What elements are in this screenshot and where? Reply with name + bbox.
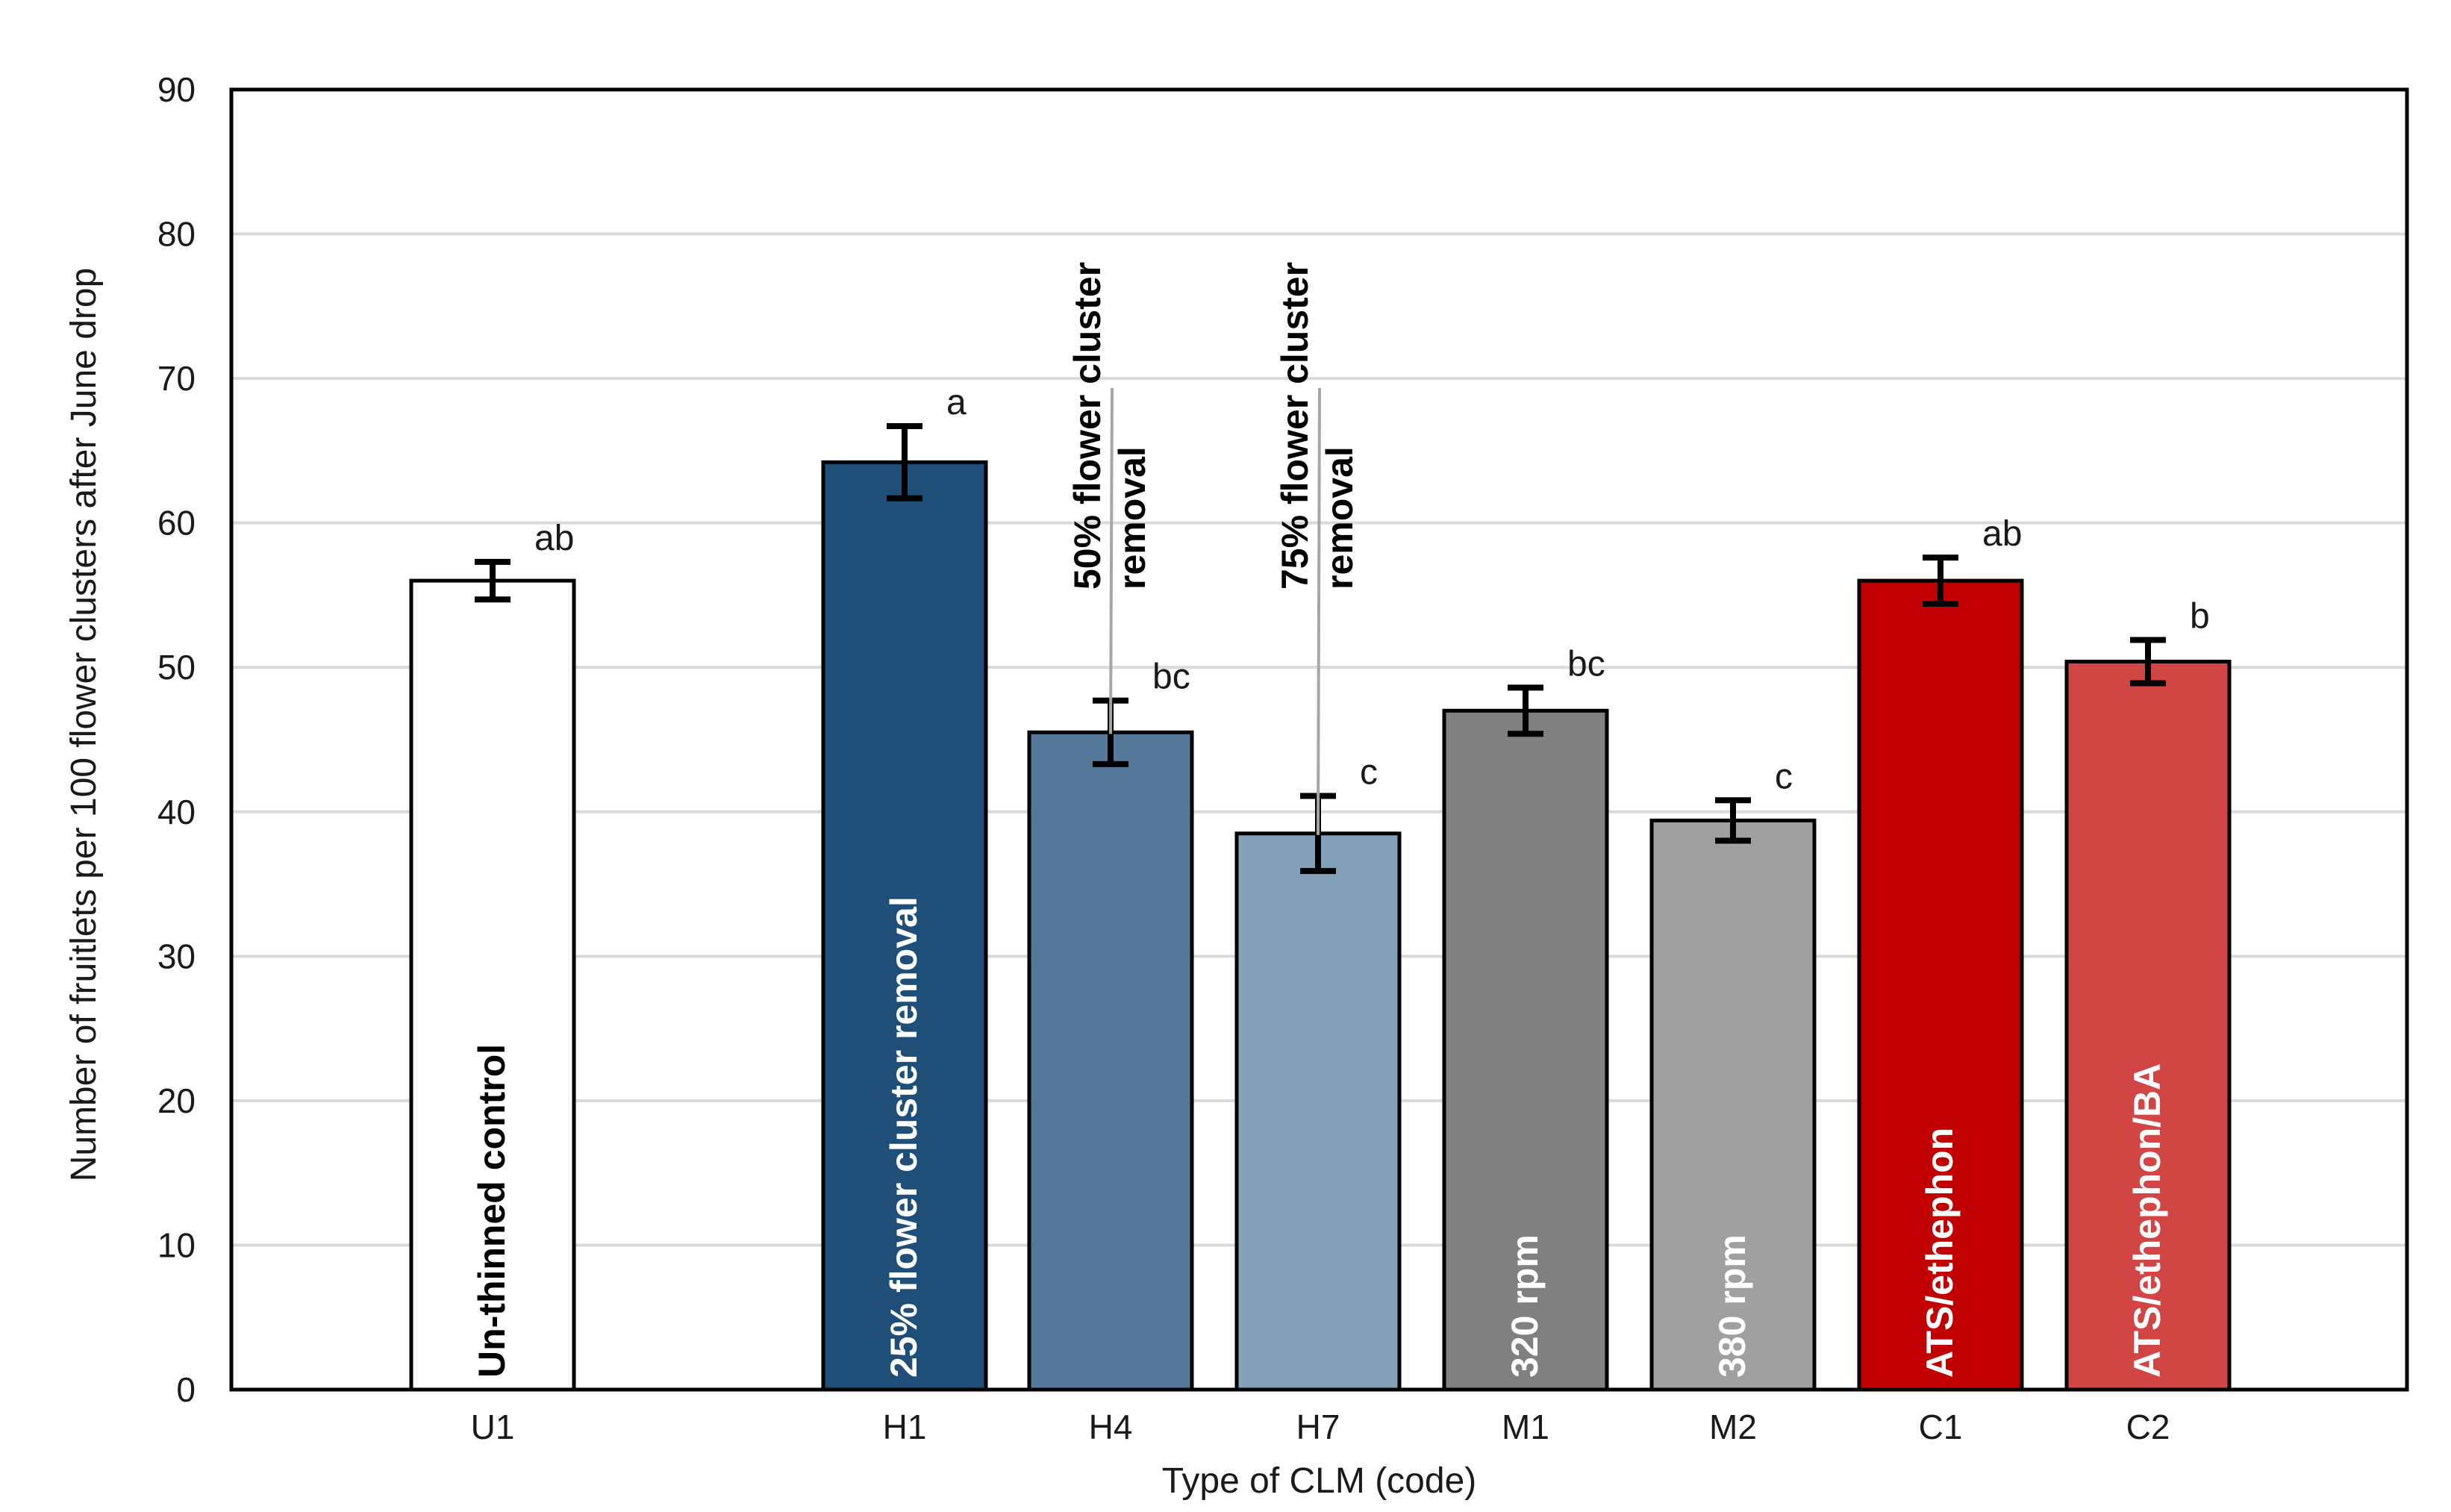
x-axis-title: Type of CLM (code) <box>1162 1461 1477 1501</box>
y-tick-label: 80 <box>157 215 196 254</box>
bars <box>409 460 2232 1392</box>
significance-letter: ab <box>1982 514 2022 554</box>
bar-h7 <box>1234 831 1402 1392</box>
label-leader-line <box>1109 387 1114 734</box>
treatment-labels: Un-thinned control 25% flower cluster rem… <box>471 262 2168 1378</box>
treatment-label-line2: removal <box>1319 446 1361 590</box>
y-tick-label: 20 <box>157 1081 196 1120</box>
y-tick-label: 90 <box>157 70 196 109</box>
significance-letters: ab a bc c bc c ab b <box>534 383 2210 796</box>
treatment-label-line1: 75% flower cluster <box>1274 262 1316 590</box>
bar-c2 <box>2064 659 2232 1392</box>
x-axis-ticks: U1 H1 H4 H7 M1 M2 C1 C2 <box>471 1408 2170 1446</box>
significance-letter: c <box>1360 752 1378 792</box>
y-axis-title: Number of fruitlets per 100 flower clust… <box>64 268 104 1182</box>
y-axis-ticks: 0 10 20 30 40 50 60 70 80 90 <box>157 70 196 1409</box>
label-leader-lines <box>1109 387 1321 835</box>
treatment-label: ATS/ethephon <box>1919 1128 1961 1378</box>
x-tick-label: M2 <box>1709 1408 1757 1446</box>
y-tick-label: 10 <box>157 1225 196 1264</box>
x-tick-label: H1 <box>883 1408 927 1446</box>
significance-letter: bc <box>1152 657 1190 697</box>
bar-u1 <box>409 578 576 1392</box>
significance-letter: bc <box>1567 644 1605 684</box>
y-tick-label: 0 <box>176 1370 196 1409</box>
significance-letter: c <box>1775 757 1793 796</box>
treatment-label-line2: removal <box>1111 446 1153 590</box>
x-tick-label: C1 <box>1919 1408 1963 1446</box>
significance-letter: a <box>946 383 967 422</box>
treatment-label: 25% flower cluster removal <box>883 896 925 1378</box>
treatment-label: 320 rpm <box>1504 1234 1546 1378</box>
plot-frame <box>229 87 2409 1392</box>
treatment-label: ATS/ethephon/BA <box>2126 1063 2168 1378</box>
y-tick-label: 30 <box>157 937 196 975</box>
x-tick-label: H7 <box>1296 1408 1340 1446</box>
treatment-label: 380 rpm <box>1711 1234 1753 1378</box>
error-bars <box>475 422 2166 875</box>
y-tick-label: 60 <box>157 504 196 543</box>
label-leader-line <box>1317 387 1321 835</box>
treatment-label: Un-thinned control <box>471 1044 513 1378</box>
x-tick-label: H4 <box>1089 1408 1133 1446</box>
x-tick-label: C2 <box>2126 1408 2170 1446</box>
y-tick-label: 40 <box>157 793 196 831</box>
x-tick-label: U1 <box>471 1408 515 1446</box>
significance-letter: b <box>2190 596 2210 636</box>
bar-m1 <box>1442 708 1609 1392</box>
y-tick-label: 50 <box>157 648 196 687</box>
x-tick-label: M1 <box>1502 1408 1549 1446</box>
y-tick-label: 70 <box>157 359 196 398</box>
treatment-label-line1: 50% flower cluster <box>1067 262 1108 590</box>
bar-h1 <box>821 460 988 1392</box>
significance-letter: ab <box>534 519 574 558</box>
bar-h4 <box>1027 730 1194 1392</box>
